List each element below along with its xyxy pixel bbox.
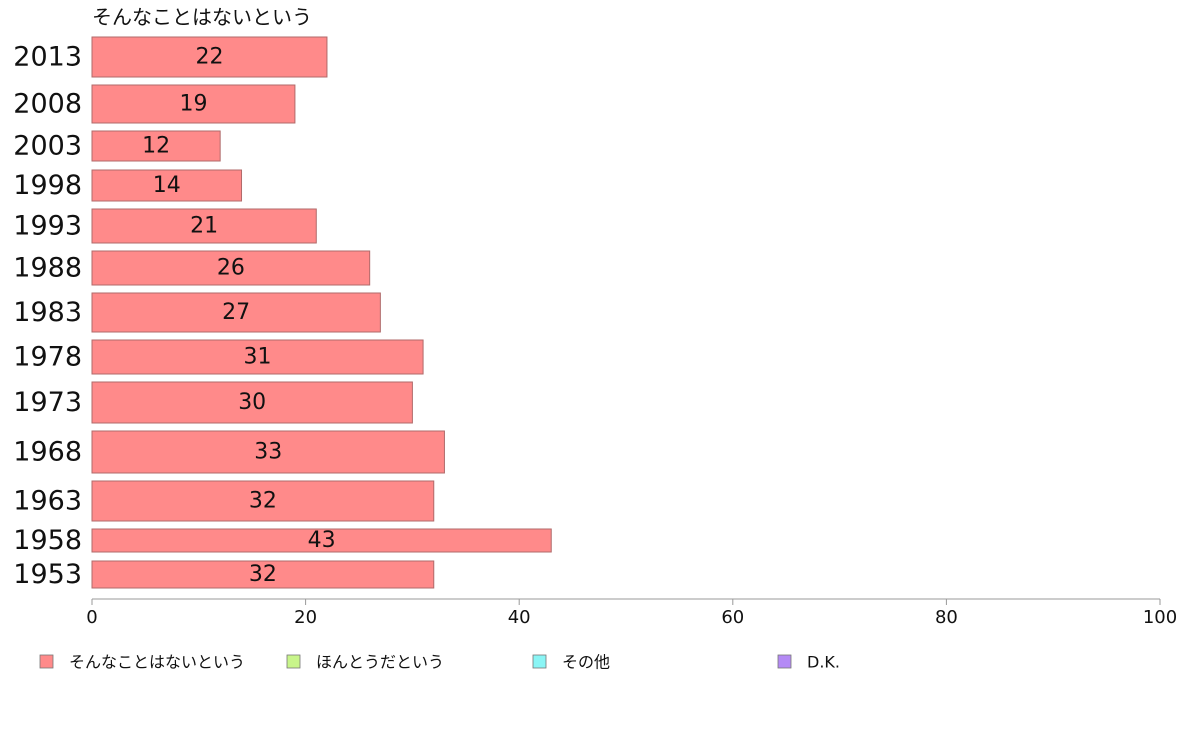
- data-label: 19: [179, 92, 207, 117]
- legend-label: ほんとうだという: [316, 653, 444, 672]
- data-label: 32: [249, 562, 277, 587]
- x-tick-label: 20: [294, 607, 317, 628]
- y-tick-label: 1953: [13, 559, 82, 590]
- y-tick-label: 1963: [13, 486, 82, 517]
- y-tick-label: 2013: [13, 42, 82, 73]
- legend-label: D.K.: [807, 653, 840, 672]
- x-tick-label: 60: [721, 607, 744, 628]
- y-tick-label: 1958: [13, 525, 82, 556]
- data-label: 31: [244, 345, 272, 370]
- y-tick-label: 1988: [13, 253, 82, 284]
- data-label: 30: [238, 390, 266, 415]
- y-tick-label: 1983: [13, 297, 82, 328]
- bar-1993: [91, 208, 317, 244]
- data-label: 43: [308, 528, 336, 553]
- bar-2008: [91, 84, 296, 124]
- x-tick-label: 0: [86, 607, 97, 628]
- bar-1968: [91, 430, 445, 474]
- data-label: 26: [217, 256, 245, 281]
- y-tick-label: 1978: [13, 342, 82, 373]
- bars-group: 2013 22 2008 19 2003 12 1998 14 1993 21 1988 26 1983…: [13, 36, 552, 590]
- bar-1963: [91, 480, 435, 522]
- legend-label: そんなことはないという: [69, 653, 245, 672]
- y-tick-label: 1973: [13, 387, 82, 418]
- bar-1978: [91, 339, 424, 375]
- data-label: 33: [254, 440, 282, 465]
- legend: そんなことはないという ほんとうだという その他 D.K.: [39, 653, 840, 672]
- y-tick-label: 1993: [13, 211, 82, 242]
- bar-1973: [91, 381, 413, 424]
- series-title-label: そんなことはないという: [92, 5, 312, 29]
- data-label: 27: [222, 300, 250, 325]
- data-label: 22: [195, 45, 223, 70]
- legend-label: その他: [562, 653, 610, 672]
- legend-swatch: [777, 654, 792, 669]
- y-tick-label: 2003: [13, 131, 82, 162]
- bar-1958: [91, 528, 552, 553]
- y-tick-label: 1968: [13, 437, 82, 468]
- x-axis: 0 20 40 60 80 100: [86, 598, 1177, 628]
- y-tick-label: 2008: [13, 89, 82, 120]
- data-label: 14: [153, 173, 181, 198]
- legend-swatch: [532, 654, 547, 669]
- bar-2003: [91, 130, 221, 162]
- legend-swatch: [39, 654, 54, 669]
- x-tick-label: 40: [508, 607, 531, 628]
- legend-swatch: [286, 654, 301, 669]
- bar-1953: [91, 560, 435, 589]
- x-tick-label: 100: [1143, 607, 1177, 628]
- data-label: 21: [190, 214, 218, 239]
- bar-1998: [91, 169, 243, 202]
- bar-2013: [91, 36, 328, 78]
- data-label: 12: [142, 134, 170, 159]
- y-tick-label: 1998: [13, 170, 82, 201]
- bar-1988: [91, 250, 371, 286]
- bar-1983: [91, 292, 381, 333]
- x-tick-label: 80: [935, 607, 958, 628]
- data-label: 32: [249, 489, 277, 514]
